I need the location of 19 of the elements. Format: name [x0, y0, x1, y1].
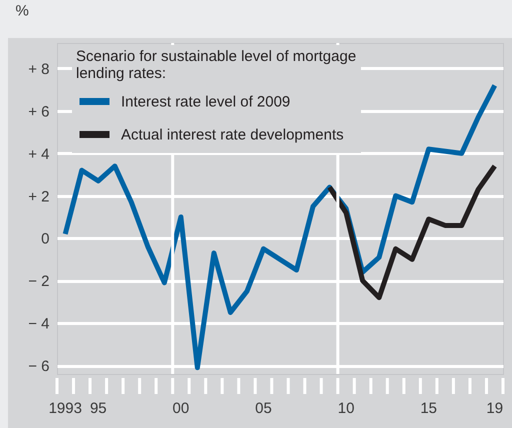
- x-tick-label: 19: [486, 400, 504, 417]
- x-tick-label: 00: [172, 400, 190, 417]
- y-tick-label: + 8: [28, 60, 50, 78]
- x-tick-label: 10: [338, 400, 354, 417]
- y-tick-label: + 2: [28, 188, 50, 206]
- legend-title: Scenario for sustainable level of mortgage lending rates:: [76, 48, 356, 82]
- y-tick-label: − 6: [28, 358, 50, 376]
- legend-label: Actual interest rate developments: [121, 126, 344, 144]
- x-tick-label: 15: [420, 400, 438, 417]
- x-tick-label: 95: [90, 400, 107, 417]
- y-tick-label: + 4: [28, 146, 50, 163]
- x-tick-label: 1993: [48, 400, 82, 417]
- y-tick-label: + 6: [28, 103, 50, 120]
- y-tick-label: − 2: [28, 273, 50, 290]
- x-tick-label: 05: [255, 400, 272, 417]
- legend-label: Interest rate level of 2009: [121, 94, 290, 110]
- y-tick-label: − 4: [28, 316, 50, 333]
- y-tick-label: 0: [41, 230, 50, 248]
- y-axis-title: %: [16, 2, 29, 20]
